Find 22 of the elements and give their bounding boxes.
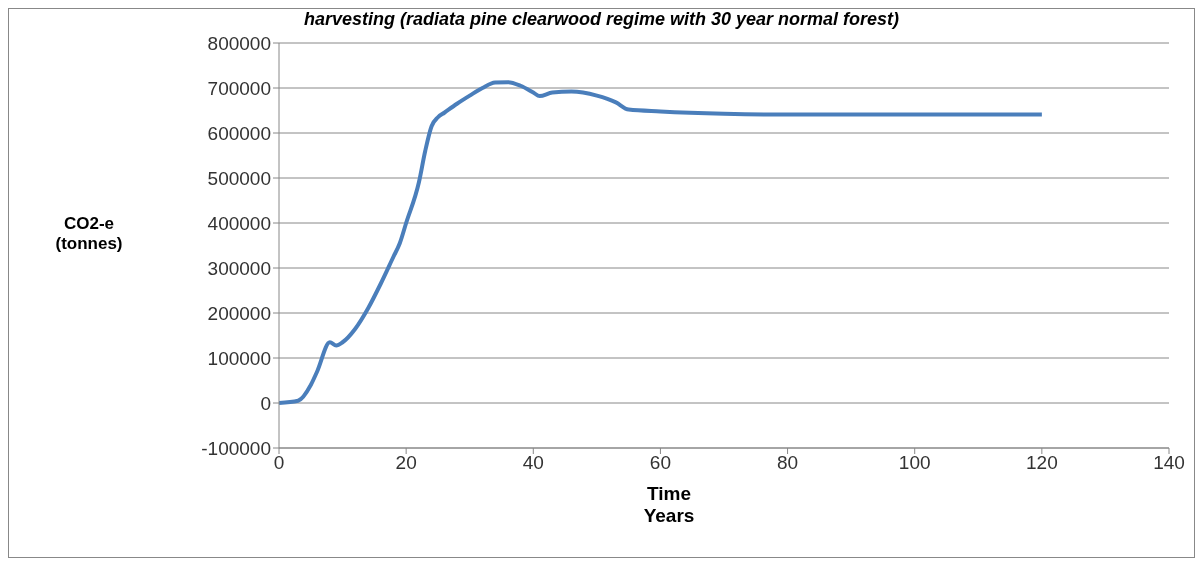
y-tick-label: 600000: [207, 122, 271, 144]
line-series: [279, 80, 1044, 405]
y-tick-label: 300000: [207, 257, 271, 279]
y-tick-label: 800000: [207, 32, 271, 54]
y-axis-title: CO2-e (tonnes): [54, 214, 124, 254]
y-tick-label: 200000: [207, 302, 271, 324]
x-tick-label: 80: [777, 452, 799, 474]
x-tick-label: 60: [649, 452, 671, 474]
y-tick-label: -100000: [201, 437, 271, 459]
x-tick-label: 100: [898, 452, 931, 474]
y-tick-label: 100000: [207, 347, 271, 369]
x-tick-label: 20: [395, 452, 417, 474]
x-tick-label: 40: [522, 452, 544, 474]
chart-title: harvesting (radiata pine clearwood regime with 30 year normal forest): [302, 9, 901, 31]
x-axis-title: Time Years: [642, 483, 696, 527]
y-tick-label: 500000: [207, 167, 271, 189]
x-tick-label: 0: [273, 452, 285, 474]
x-tick-label: 120: [1026, 452, 1058, 474]
y-tick-label: 700000: [207, 77, 271, 99]
y-tick-label: 0: [260, 392, 271, 414]
x-tick-label: 140: [1153, 452, 1185, 474]
y-tick-label: 400000: [207, 212, 271, 234]
